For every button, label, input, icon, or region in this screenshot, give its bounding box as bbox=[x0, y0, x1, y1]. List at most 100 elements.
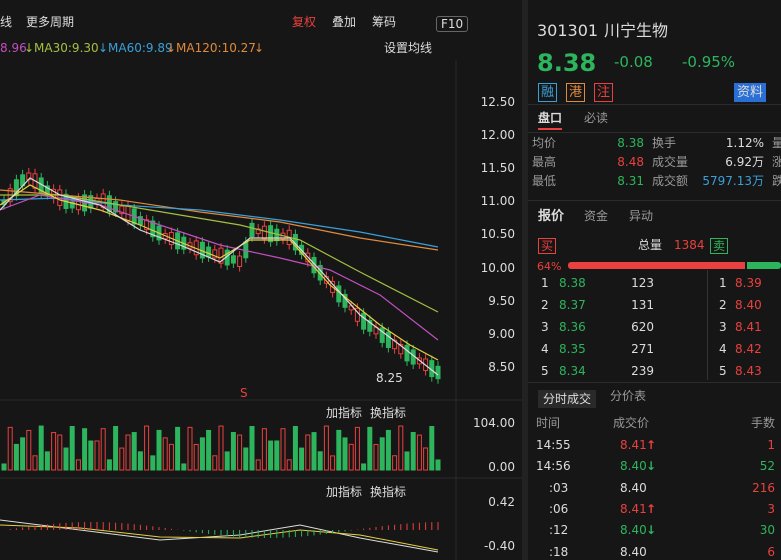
label[interactable]: 报价 bbox=[538, 209, 565, 224]
decor bbox=[113, 201, 119, 213]
label[interactable]: 必读 bbox=[584, 111, 609, 125]
price-tick: 11.50 bbox=[480, 161, 515, 176]
label: 8.37 bbox=[559, 298, 586, 312]
decor bbox=[410, 432, 416, 471]
label: 8.41 bbox=[620, 501, 647, 516]
label: 8.41 bbox=[620, 438, 647, 452]
label: 均价 bbox=[532, 136, 557, 150]
label[interactable]: 资金 bbox=[584, 209, 609, 223]
decor bbox=[75, 459, 81, 471]
label: :03 bbox=[549, 480, 569, 495]
decor bbox=[292, 425, 298, 471]
label: -0.95% bbox=[682, 53, 736, 71]
label[interactable]: 异动 bbox=[629, 209, 654, 223]
label: 8.36 bbox=[559, 320, 586, 334]
label: 5797.13万 bbox=[702, 174, 764, 188]
tool-button[interactable]: 叠加 bbox=[332, 15, 357, 29]
decor bbox=[162, 437, 168, 471]
tool-button[interactable]: 筹码 bbox=[372, 15, 397, 29]
decor bbox=[423, 447, 429, 471]
decor bbox=[57, 434, 63, 471]
label: 融 bbox=[538, 83, 558, 102]
label[interactable]: 资料 bbox=[734, 83, 767, 102]
decor bbox=[361, 463, 367, 471]
decor bbox=[88, 440, 94, 471]
decor bbox=[20, 437, 26, 471]
decor bbox=[44, 451, 50, 471]
label[interactable]: 加指标 bbox=[326, 406, 363, 420]
separator bbox=[528, 132, 781, 133]
label: 成交额 bbox=[652, 174, 689, 188]
f10-button[interactable]: F10 bbox=[436, 16, 469, 32]
label[interactable]: 分时成交 bbox=[538, 390, 597, 408]
decor bbox=[305, 434, 311, 471]
decor bbox=[392, 339, 398, 350]
label: 注 bbox=[594, 83, 614, 102]
decor bbox=[261, 225, 267, 240]
label: 换手 bbox=[652, 136, 677, 150]
decor bbox=[7, 426, 13, 471]
label[interactable]: 加指标 bbox=[326, 485, 363, 499]
decor bbox=[379, 437, 385, 471]
decor bbox=[330, 455, 336, 471]
decor bbox=[199, 437, 205, 471]
decor bbox=[63, 447, 69, 471]
label: 0.00 bbox=[488, 460, 515, 474]
label: 卖 bbox=[710, 238, 729, 254]
decor bbox=[404, 451, 410, 471]
decor bbox=[286, 459, 292, 471]
decor bbox=[13, 179, 19, 197]
label: 123 bbox=[631, 276, 654, 290]
decor bbox=[317, 451, 323, 471]
label: 买 bbox=[538, 238, 557, 254]
label: 量 bbox=[772, 136, 781, 150]
label: 8.40 bbox=[620, 459, 647, 474]
decor bbox=[51, 432, 57, 471]
label: 3 bbox=[719, 320, 727, 334]
label: 239 bbox=[631, 364, 654, 378]
decor bbox=[193, 443, 199, 471]
decor bbox=[348, 443, 354, 471]
decor bbox=[435, 365, 441, 380]
label: 成交价 bbox=[613, 416, 650, 430]
separator bbox=[528, 200, 781, 201]
decor bbox=[361, 312, 367, 330]
label: 涨 bbox=[772, 155, 781, 169]
label: 1 bbox=[767, 438, 775, 452]
label: 8.40 bbox=[735, 298, 762, 312]
label: 8.40 bbox=[620, 523, 647, 538]
label: ↓ bbox=[646, 523, 657, 538]
decor bbox=[113, 425, 119, 471]
label: 8.42 bbox=[735, 342, 762, 356]
label: 8.35 bbox=[559, 342, 586, 356]
decor bbox=[106, 459, 112, 471]
tool-button[interactable]: 复权 bbox=[292, 15, 317, 29]
decor bbox=[398, 343, 404, 355]
decor bbox=[249, 426, 255, 471]
price-tick: 9.50 bbox=[488, 293, 515, 308]
decor bbox=[342, 437, 348, 471]
price-tick: 10.50 bbox=[480, 227, 515, 242]
decor bbox=[119, 447, 125, 471]
period-button[interactable]: 更多周期 bbox=[26, 15, 75, 29]
label[interactable]: 盘口 bbox=[538, 112, 563, 130]
decor bbox=[212, 455, 218, 471]
decor bbox=[100, 428, 106, 471]
decor bbox=[392, 455, 398, 471]
decor bbox=[367, 319, 373, 332]
label[interactable]: 分价表 bbox=[610, 389, 647, 403]
decor bbox=[94, 440, 100, 471]
decor bbox=[268, 225, 274, 243]
label: 3 bbox=[767, 501, 775, 516]
label: 成交量 bbox=[652, 155, 689, 169]
label: 4 bbox=[719, 342, 727, 356]
label: 川宁生物 bbox=[604, 21, 669, 40]
label: 最低 bbox=[532, 174, 557, 188]
label: 620 bbox=[631, 320, 654, 334]
label: ↓ bbox=[646, 459, 657, 474]
label[interactable]: 换指标 bbox=[370, 406, 407, 420]
ma-settings[interactable]: 设置均线 bbox=[384, 41, 433, 55]
label: 手数 bbox=[750, 416, 775, 430]
label[interactable]: 换指标 bbox=[370, 485, 407, 499]
